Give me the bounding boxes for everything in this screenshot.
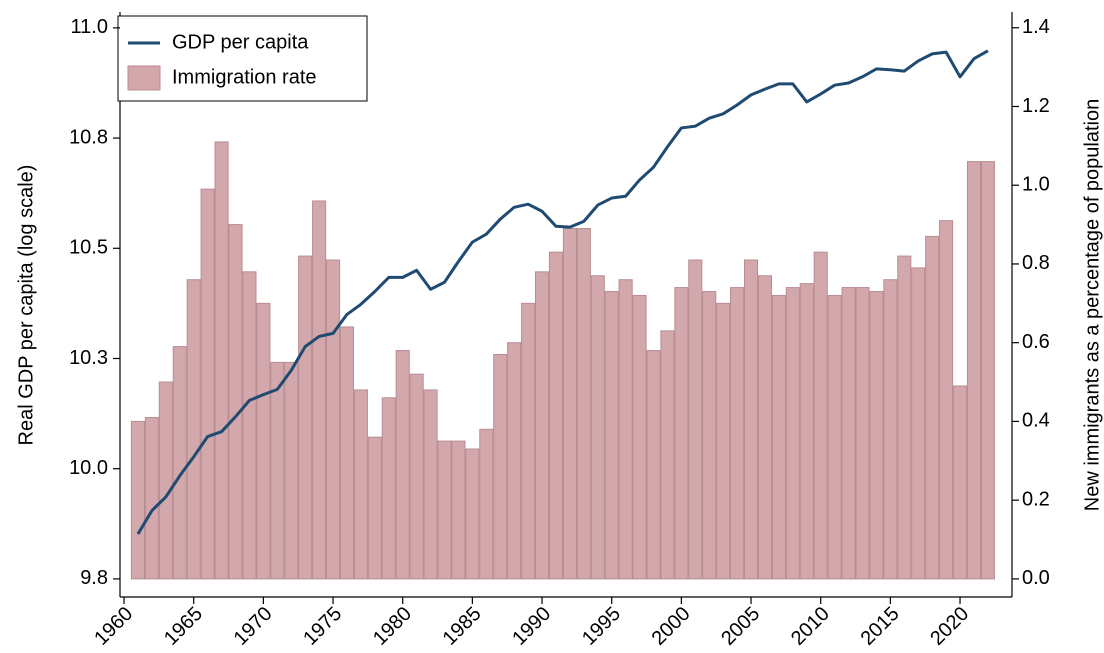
bar: [827, 294, 842, 580]
bar: [562, 228, 577, 580]
bar: [423, 389, 438, 580]
y-tick-label: 10.5: [69, 237, 108, 259]
x-tick-label: 1995: [578, 603, 625, 650]
x-tick-label: 2005: [717, 603, 764, 650]
bar: [521, 302, 536, 580]
y-tick-label: 9.8: [80, 567, 108, 589]
y2-tick-label: 1.4: [1022, 16, 1050, 38]
x-tick-label: 1970: [230, 603, 277, 650]
bar: [548, 251, 564, 580]
bar: [312, 200, 327, 580]
bar: [228, 224, 243, 580]
y2-tick-label: 0.4: [1022, 410, 1050, 432]
bar: [339, 326, 355, 580]
x-tick-label: 1965: [160, 603, 207, 650]
bar: [702, 291, 717, 580]
bar: [493, 353, 508, 580]
bar: [437, 440, 452, 580]
bar: [158, 381, 173, 580]
x-tick-label: 2015: [857, 603, 904, 650]
y-tick-label: 10.8: [69, 126, 108, 148]
x-tick-label: 1975: [299, 603, 346, 650]
bar: [256, 302, 271, 580]
bar: [534, 271, 550, 580]
bar: [353, 389, 368, 580]
bar: [869, 291, 884, 580]
bar: [632, 294, 647, 580]
x-tick-label: 2020: [926, 603, 973, 650]
bar: [604, 291, 619, 580]
bar: [367, 436, 382, 580]
bar: [743, 259, 759, 580]
bar: [507, 342, 522, 580]
bar: [757, 275, 773, 580]
legend: GDP per capita Immigration rate: [117, 15, 368, 102]
y-tick-label: 10.0: [69, 457, 108, 479]
bar: [381, 397, 396, 580]
y-tick-label: 10.3: [69, 347, 108, 369]
bar: [813, 251, 828, 580]
bar: [883, 279, 898, 580]
x-tick-label: 1960: [90, 603, 137, 650]
bar: [298, 255, 313, 580]
bar: [395, 350, 410, 580]
bar: [966, 161, 982, 580]
bar: [952, 385, 968, 580]
bar: [855, 287, 870, 580]
x-tick-label: 1990: [508, 603, 555, 650]
y2-axis-title: New immigrants as a percentage of popula…: [1081, 99, 1103, 511]
legend-label: GDP per capita: [172, 31, 309, 53]
legend-label: Immigration rate: [172, 66, 317, 88]
bar: [660, 330, 675, 580]
y2-tick-label: 1.2: [1022, 95, 1050, 117]
bar: [618, 279, 633, 580]
bar: [771, 294, 786, 580]
line: [136, 49, 989, 535]
bar: [785, 287, 800, 580]
y2-tick-label: 0.2: [1022, 488, 1050, 510]
bar: [980, 161, 995, 580]
x-tick-label: 1980: [369, 603, 416, 650]
bar: [200, 188, 215, 580]
bar: [576, 228, 591, 580]
y2-tick-label: 0.0: [1022, 567, 1050, 589]
bar: [186, 279, 201, 580]
bar: [144, 416, 159, 580]
bar: [841, 287, 856, 580]
x-tick-label: 2010: [787, 603, 834, 650]
bar: [646, 350, 661, 580]
bar: [284, 361, 299, 580]
bar: [479, 428, 494, 580]
bar: [688, 259, 703, 580]
bar: [897, 255, 912, 580]
y2-tick-label: 0.6: [1022, 331, 1050, 353]
bar: [925, 235, 940, 580]
bar: [409, 373, 424, 580]
bar: [716, 302, 731, 580]
bar: [130, 420, 146, 580]
legend-swatch: [127, 65, 161, 91]
y-axis-title: Real GDP per capita (log scale): [15, 165, 37, 446]
bar: [451, 440, 466, 580]
bar: [325, 259, 341, 580]
bar: [730, 287, 745, 580]
bar: [911, 267, 926, 580]
bar: [242, 271, 257, 580]
bar: [939, 220, 954, 580]
y-tick-label: 11.0: [71, 16, 108, 38]
bar: [799, 283, 814, 580]
y2-tick-label: 1.0: [1022, 173, 1050, 195]
bar: [270, 361, 285, 580]
bar: [465, 448, 480, 580]
bar: [674, 287, 689, 580]
bar: [214, 141, 229, 580]
y2-tick-label: 0.8: [1022, 252, 1050, 274]
plot-area: [130, 49, 995, 580]
bar: [590, 275, 605, 580]
bar: [172, 346, 187, 580]
x-tick-label: 2000: [648, 603, 695, 650]
x-tick-label: 1985: [439, 603, 486, 650]
